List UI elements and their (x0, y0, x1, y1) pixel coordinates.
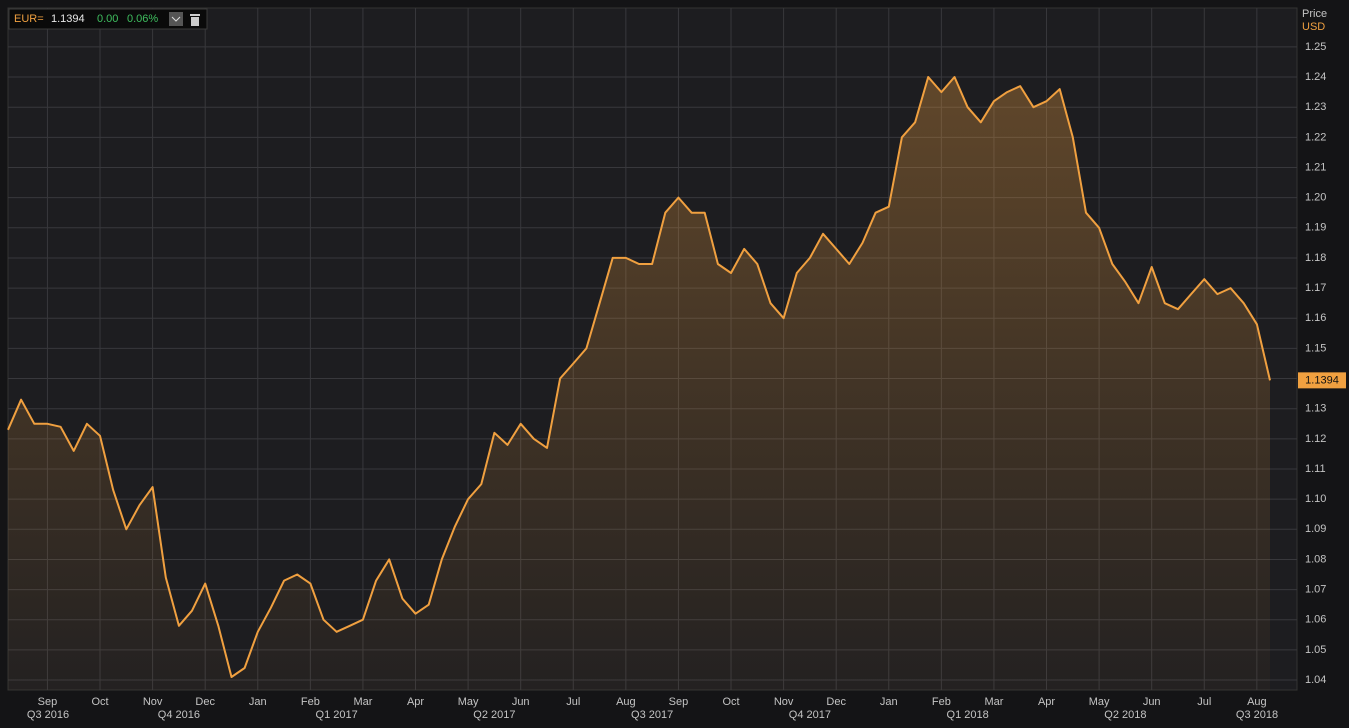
y-tick-label: 1.24 (1305, 71, 1326, 83)
y-tick-label: 1.13 (1305, 403, 1326, 415)
trash-lid (190, 14, 200, 16)
x-tick-label: Oct (91, 696, 108, 708)
x-tick-label: Sep (38, 696, 58, 708)
y-tick-label: 1.11 (1305, 463, 1326, 475)
price-tag-label: 1.1394 (1305, 374, 1339, 386)
y-tick-label: 1.17 (1305, 282, 1326, 294)
marks (7, 76, 1271, 690)
y-tick-label: 1.25 (1305, 41, 1326, 53)
header: EUR= 1.1394 0.00 0.06% (8, 8, 208, 30)
y-tick-label: 1.18 (1305, 252, 1326, 264)
quarter-label: Q2 2017 (473, 709, 515, 721)
x-tick-label: Oct (722, 696, 739, 708)
y-tick-label: 1.08 (1305, 553, 1326, 565)
y-tick-label: 1.07 (1305, 584, 1326, 596)
y-tick-label: 1.10 (1305, 493, 1326, 505)
price-tag (1298, 372, 1346, 389)
quarter-label: Q4 2017 (789, 709, 831, 721)
y-tick-label: 1.16 (1305, 312, 1326, 324)
y-axis-title: Price (1302, 8, 1327, 20)
x-tick-label: Aug (616, 696, 636, 708)
x-tick-label: Feb (932, 696, 951, 708)
dropdown-icon (171, 16, 181, 22)
dropdown-button[interactable] (169, 12, 183, 26)
y-tick-label: 1.09 (1305, 523, 1326, 535)
delete-button[interactable] (190, 14, 200, 26)
x-tick-label: Dec (826, 696, 846, 708)
x-tick-label: Jan (880, 696, 898, 708)
y-tick-label: 1.23 (1305, 101, 1326, 113)
x-tick-label: Mar (984, 696, 1003, 708)
x-tick-label: Nov (774, 696, 794, 708)
x-tick-label: Jul (1197, 696, 1211, 708)
change: 0.00 (97, 13, 118, 25)
instrument: EUR= (14, 13, 44, 25)
quarter-label: Q3 2017 (631, 709, 673, 721)
line (7, 76, 1271, 678)
x-tick-label: Jul (566, 696, 580, 708)
quarter-label: Q4 2016 (158, 709, 200, 721)
y-tick-label: 1.12 (1305, 433, 1326, 445)
x-tick-label: Mar (353, 696, 372, 708)
x-tick-label: Jun (1143, 696, 1161, 708)
last-price: 1.1394 (51, 13, 85, 25)
y-tick-label: 1.21 (1305, 161, 1326, 173)
x-tick-label: Dec (195, 696, 215, 708)
x-tick-label: Aug (1247, 696, 1267, 708)
quarter-label: Q3 2018 (1236, 709, 1278, 721)
x-tick-label: May (458, 696, 479, 708)
x-tick-label: Jun (512, 696, 530, 708)
y-axis-unit: USD (1302, 21, 1325, 33)
y-tick-label: 1.05 (1305, 644, 1326, 656)
quarter-label: Q1 2018 (947, 709, 989, 721)
x-tick-label: Apr (407, 696, 424, 708)
y-tick-label: 1.20 (1305, 192, 1326, 204)
quarter-label: Q1 2017 (316, 709, 358, 721)
x-tick-label: Jan (249, 696, 267, 708)
header-box (8, 8, 208, 30)
x-tick-label: Feb (301, 696, 320, 708)
y-tick-label: 1.15 (1305, 342, 1326, 354)
quarter-label: Q3 2016 (27, 709, 69, 721)
y-tick-label: 1.22 (1305, 131, 1326, 143)
x-tick-label: Nov (143, 696, 163, 708)
y-tick-label: 1.06 (1305, 614, 1326, 626)
quarter-label: Q2 2018 (1104, 709, 1146, 721)
area (8, 77, 1270, 690)
y-tick-label: 1.04 (1305, 674, 1326, 686)
change-pct: 0.06% (127, 13, 158, 25)
x-tick-label: Apr (1038, 696, 1055, 708)
trash-body (191, 17, 199, 26)
x-tick-label: Sep (669, 696, 689, 708)
y-tick-label: 1.19 (1305, 222, 1326, 234)
x-tick-label: May (1089, 696, 1110, 708)
